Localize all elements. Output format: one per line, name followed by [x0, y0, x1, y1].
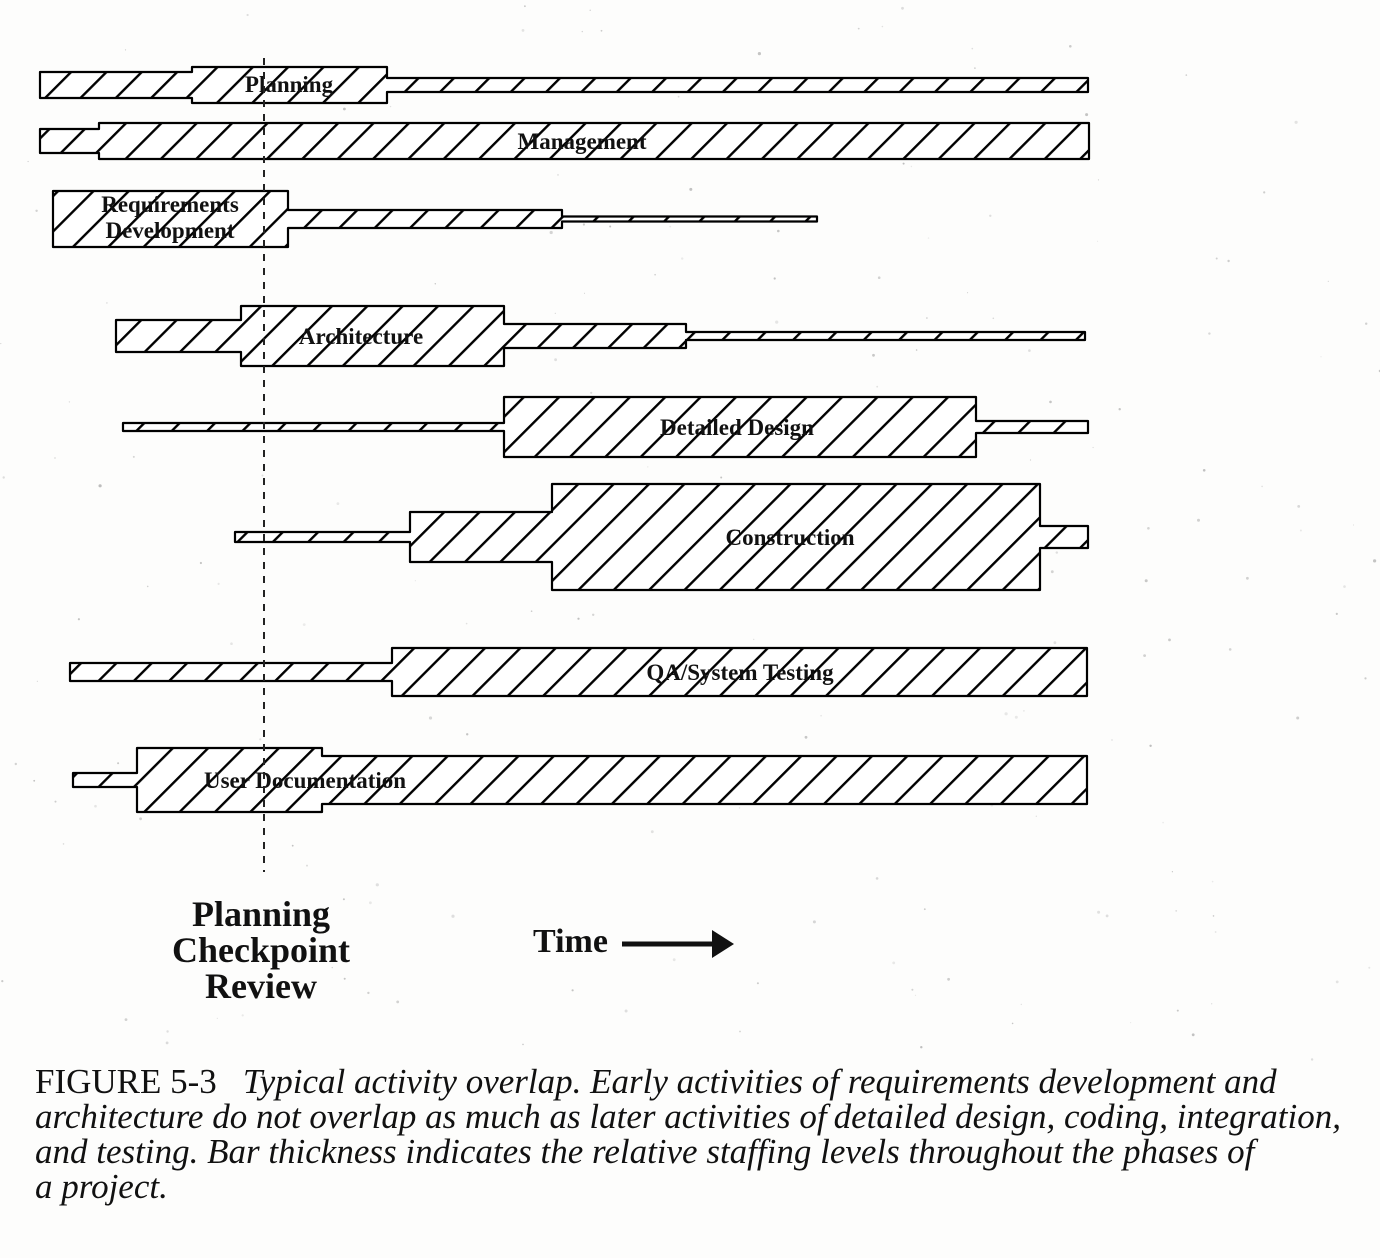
svg-text:and testing. Bar thickness ind: and testing. Bar thickness indicates the…	[35, 1132, 1259, 1171]
svg-text:Management: Management	[517, 129, 646, 154]
svg-text:Review: Review	[205, 966, 317, 1006]
svg-text:Detailed Design: Detailed Design	[660, 415, 814, 440]
svg-text:QA/System Testing: QA/System Testing	[646, 660, 834, 685]
svg-text:User Documentation: User Documentation	[204, 768, 406, 793]
svg-text:Architecture: Architecture	[299, 324, 423, 349]
svg-text:Checkpoint: Checkpoint	[172, 930, 350, 970]
svg-text:a project.: a project.	[35, 1167, 168, 1206]
svg-text:Construction: Construction	[725, 525, 854, 550]
svg-text:Development: Development	[105, 218, 234, 243]
svg-text:Requirements: Requirements	[101, 192, 239, 217]
svg-text:Time: Time	[533, 923, 608, 960]
svg-text:Planning: Planning	[245, 72, 334, 97]
svg-text:architecture do not overlap as: architecture do not overlap as much as l…	[35, 1097, 1341, 1136]
svg-text:Planning: Planning	[192, 894, 330, 934]
